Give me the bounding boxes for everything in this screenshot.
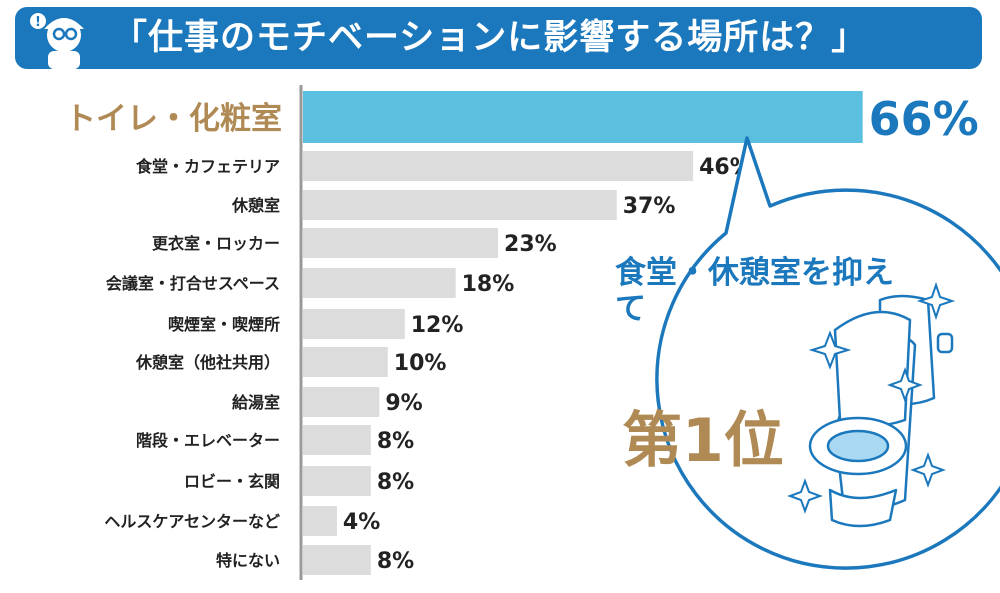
value-label: 10% [394, 351, 447, 376]
bar [303, 425, 371, 455]
category-label: 食堂・カフェテリア [135, 157, 280, 176]
bar [303, 506, 337, 536]
value-label: 9% [385, 391, 422, 416]
value-label: 8% [377, 470, 414, 495]
bar [303, 387, 380, 417]
value-label: 12% [411, 313, 464, 338]
sparkle-icon [887, 367, 923, 403]
sparkle-icon [808, 330, 852, 370]
bar [303, 545, 371, 575]
category-label: 喫煙室・喫煙所 [168, 315, 280, 334]
category-label: 特にない [216, 551, 280, 570]
bar [303, 228, 499, 258]
bar [303, 190, 617, 220]
detective-icon: ! [28, 11, 84, 69]
category-label: 休憩室（他社共用） [135, 353, 280, 372]
category-label: 階段・エレベーター [136, 431, 280, 450]
bar [303, 91, 863, 143]
bar [303, 151, 694, 181]
category-label: 更衣室・ロッカー [152, 234, 280, 253]
category-label: 休憩室 [231, 196, 280, 215]
value-label: 37% [623, 194, 676, 219]
title-banner [15, 7, 982, 69]
chart-title: 「仕事のモチベーションに影響する場所は？」 [112, 18, 868, 58]
value-label: 66% [869, 92, 979, 146]
bar [303, 309, 405, 339]
value-label: 8% [377, 549, 414, 574]
category-label: ロビー・玄関 [184, 472, 280, 491]
value-label: 23% [504, 232, 557, 257]
category-label: トイレ・化粧室 [65, 101, 282, 137]
bar [303, 268, 456, 298]
category-label: 給湯室 [232, 393, 280, 412]
bar [303, 347, 388, 377]
svg-text:!: ! [35, 15, 41, 30]
callout-text: 食堂・休憩室を抑えて [615, 255, 894, 327]
category-label: 会議室・打合せスペース [106, 274, 280, 293]
value-label: 8% [377, 429, 414, 454]
sparkle-icon [787, 478, 823, 514]
bar [303, 466, 371, 496]
category-label: ヘルスケアセンターなど [104, 512, 280, 531]
value-label: 4% [343, 510, 380, 535]
callout-rank: 第1位 [622, 406, 784, 476]
sparkle-icon [910, 452, 946, 488]
sparkle-icon [916, 281, 956, 321]
value-label: 18% [462, 272, 515, 297]
